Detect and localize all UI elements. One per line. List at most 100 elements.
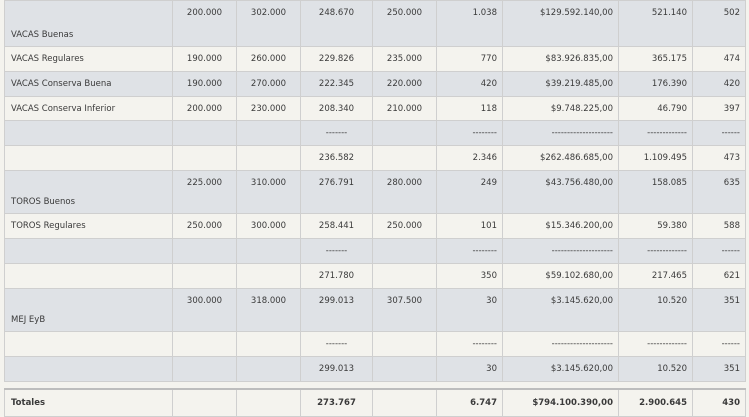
cell: 225.000 bbox=[172, 170, 237, 214]
cell: 248.670 bbox=[300, 0, 373, 47]
cell: 250.000 bbox=[372, 213, 437, 239]
page: {"table": { "rows": [ ["VACAS Buenas", "… bbox=[4, 0, 746, 417]
cell: ------ bbox=[692, 331, 746, 357]
cell: -------- bbox=[436, 331, 503, 357]
cell: 229.826 bbox=[300, 46, 373, 72]
row-label: VACAS Buenas bbox=[4, 0, 173, 47]
cell bbox=[236, 356, 301, 382]
table-row: 271.780 350 $59.102.680,00 217.465 621 bbox=[4, 263, 746, 289]
cell: 299.013 bbox=[300, 288, 373, 332]
cell: $3.145.620,00 bbox=[502, 288, 619, 332]
cell: -------------------- bbox=[502, 331, 619, 357]
cell bbox=[172, 120, 237, 146]
cell: 1.109.495 bbox=[618, 145, 693, 171]
cell: 235.000 bbox=[372, 46, 437, 72]
cell: 59.380 bbox=[618, 213, 693, 239]
cell: 351 bbox=[692, 288, 746, 332]
cell: ------- bbox=[300, 238, 373, 264]
cell bbox=[172, 263, 237, 289]
cell: 208.340 bbox=[300, 96, 373, 121]
cell: 351 bbox=[692, 356, 746, 382]
cell: 250.000 bbox=[172, 213, 237, 239]
cell: ------ bbox=[692, 120, 746, 146]
row-label bbox=[4, 145, 173, 171]
table-row: 236.582 2.346 $262.486.685,00 1.109.495 473 bbox=[4, 145, 746, 171]
cell: ------------- bbox=[618, 238, 693, 264]
row-label: VACAS Conserva Buena bbox=[4, 71, 173, 97]
cell: 430 bbox=[692, 388, 746, 417]
cell: 2.900.645 bbox=[618, 388, 693, 417]
table-row: ------- -------- -------------------- -----… bbox=[4, 120, 746, 146]
cell bbox=[372, 145, 437, 171]
cell: $43.756.480,00 bbox=[502, 170, 619, 214]
cell: 10.520 bbox=[618, 288, 693, 332]
cell: 10.520 bbox=[618, 356, 693, 382]
cell: 770 bbox=[436, 46, 503, 72]
row-label bbox=[4, 331, 173, 357]
cell bbox=[372, 238, 437, 264]
table-row: VACAS Regulares 190.000 260.000 229.826 235.… bbox=[4, 46, 746, 72]
cell: $262.486.685,00 bbox=[502, 145, 619, 171]
cell: 222.345 bbox=[300, 71, 373, 97]
cell: $129.592.140,00 bbox=[502, 0, 619, 47]
cell bbox=[236, 238, 301, 264]
cell bbox=[172, 388, 237, 417]
cell: $83.926.835,00 bbox=[502, 46, 619, 72]
row-label: Totales bbox=[4, 388, 173, 417]
row-label: MEJ EyB bbox=[4, 288, 173, 332]
cell: 190.000 bbox=[172, 71, 237, 97]
cell: 350 bbox=[436, 263, 503, 289]
cell bbox=[372, 388, 437, 417]
cell: $9.748.225,00 bbox=[502, 96, 619, 121]
table-row: ------- -------- -------------------- -----… bbox=[4, 238, 746, 264]
cell: 230.000 bbox=[236, 96, 301, 121]
row-label: VACAS Conserva Inferior bbox=[4, 96, 173, 121]
cell bbox=[172, 238, 237, 264]
cell bbox=[372, 263, 437, 289]
cell: 635 bbox=[692, 170, 746, 214]
cell: ------- bbox=[300, 120, 373, 146]
cell: $39.219.485,00 bbox=[502, 71, 619, 97]
cell: 502 bbox=[692, 0, 746, 47]
cell: ------ bbox=[692, 238, 746, 264]
cell: 280.000 bbox=[372, 170, 437, 214]
cell: $3.145.620,00 bbox=[502, 356, 619, 382]
cell: 300.000 bbox=[172, 288, 237, 332]
cell: 365.175 bbox=[618, 46, 693, 72]
cell: 397 bbox=[692, 96, 746, 121]
cell: ------------- bbox=[618, 120, 693, 146]
cell bbox=[172, 145, 237, 171]
table-row: ------- -------- -------------------- -----… bbox=[4, 331, 746, 357]
cell: 30 bbox=[436, 288, 503, 332]
cell: ------------- bbox=[618, 331, 693, 357]
row-label: TOROS Regulares bbox=[4, 213, 173, 239]
cell: 276.791 bbox=[300, 170, 373, 214]
cell: 473 bbox=[692, 145, 746, 171]
table-row: TOROS Buenos 225.000 310.000 276.791 280.000… bbox=[4, 170, 746, 214]
cell: 1.038 bbox=[436, 0, 503, 47]
cell: 474 bbox=[692, 46, 746, 72]
cell: 2.346 bbox=[436, 145, 503, 171]
cell: $59.102.680,00 bbox=[502, 263, 619, 289]
cell: 420 bbox=[692, 71, 746, 97]
cell: 101 bbox=[436, 213, 503, 239]
cell: 588 bbox=[692, 213, 746, 239]
cell: 200.000 bbox=[172, 0, 237, 47]
cell: $794.100.390,00 bbox=[502, 388, 619, 417]
cell: 236.582 bbox=[300, 145, 373, 171]
table-row: VACAS Conserva Inferior 200.000 230.000 208… bbox=[4, 96, 746, 121]
row-label bbox=[4, 120, 173, 146]
table-row: 299.013 30 $3.145.620,00 10.520 351 bbox=[4, 356, 746, 382]
table-row: MEJ EyB 300.000 318.000 299.013 307.500 30 $3.… bbox=[4, 288, 746, 332]
cell: 260.000 bbox=[236, 46, 301, 72]
cell: 271.780 bbox=[300, 263, 373, 289]
cell: 307.500 bbox=[372, 288, 437, 332]
data-table: VACAS Buenas 200.000 302.000 248.670 250.000… bbox=[4, 0, 746, 382]
cell: 158.085 bbox=[618, 170, 693, 214]
row-label: VACAS Regulares bbox=[4, 46, 173, 72]
row-label bbox=[4, 263, 173, 289]
cell: 621 bbox=[692, 263, 746, 289]
cell bbox=[372, 356, 437, 382]
cell: 220.000 bbox=[372, 71, 437, 97]
cell: 270.000 bbox=[236, 71, 301, 97]
